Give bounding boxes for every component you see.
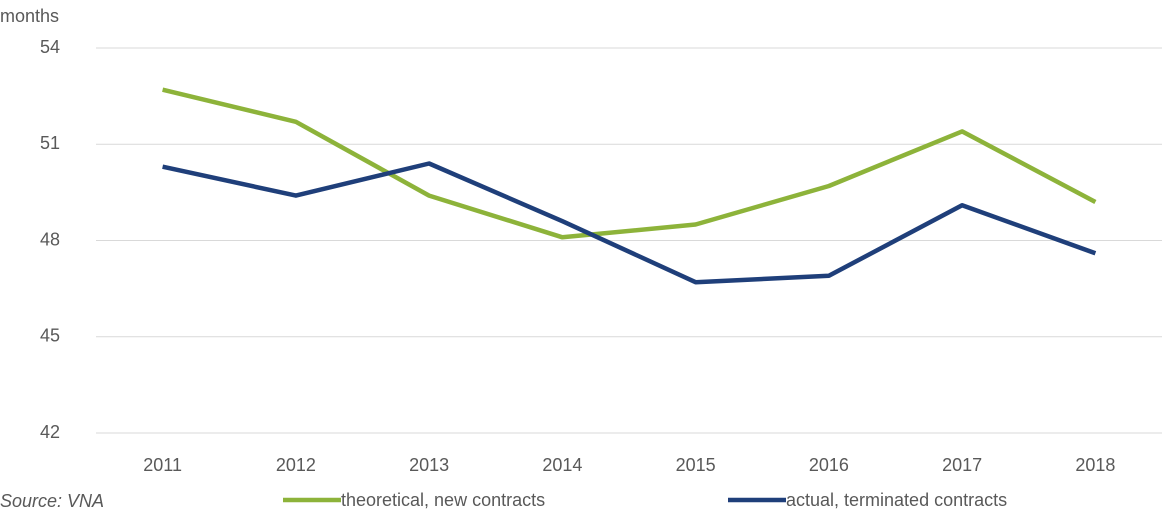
x-tick-label: 2012 (276, 455, 316, 475)
x-tick-label: 2013 (409, 455, 449, 475)
x-tick-label: 2017 (942, 455, 982, 475)
x-tick-label: 2014 (542, 455, 582, 475)
series-line (162, 87, 1097, 240)
y-tick-label: 48 (40, 229, 60, 249)
y-tick-label: 51 (40, 133, 60, 153)
y-tick-label: 45 (40, 326, 60, 346)
y-tick-label: 54 (40, 37, 60, 57)
x-tick-label: 2011 (143, 455, 182, 475)
y-axis-label: months (0, 6, 59, 26)
series-line (162, 161, 1097, 285)
source-note: Source: VNA (0, 491, 104, 511)
x-tick-label: 2015 (676, 455, 716, 475)
x-tick-label: 2018 (1075, 455, 1115, 475)
legend-label: actual, terminated contracts (786, 490, 1007, 510)
x-tick-label: 2016 (809, 455, 849, 475)
y-tick-label: 42 (40, 422, 60, 442)
legend-label: theoretical, new contracts (341, 490, 545, 510)
